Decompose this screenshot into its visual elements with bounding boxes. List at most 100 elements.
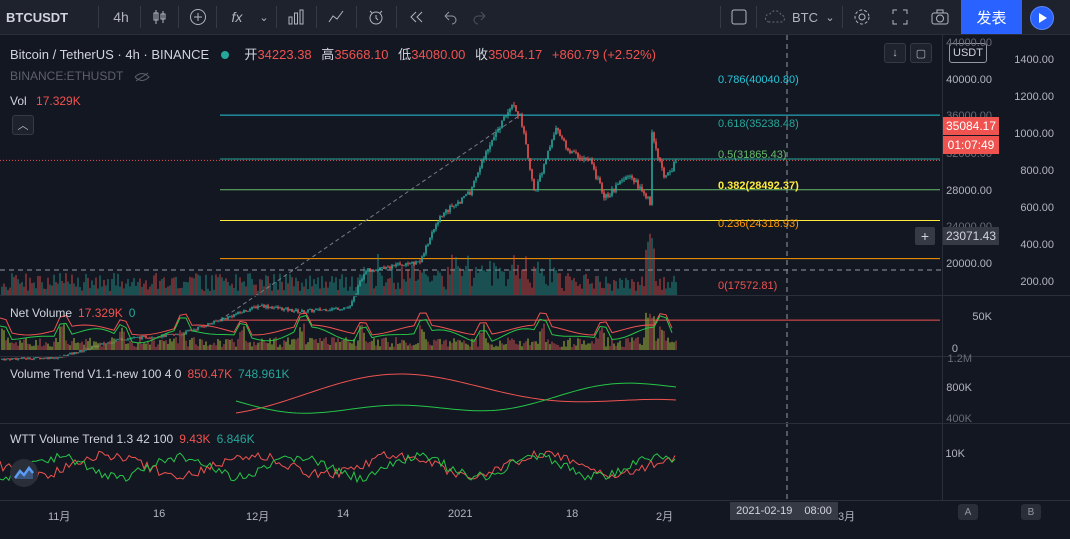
symbol-search-button[interactable]: BTCUSDT [6,9,69,25]
volume-bar [491,285,493,295]
net-volume-bar [241,330,243,350]
volume-bar [485,271,487,295]
auto-scale-button[interactable]: A [958,504,978,520]
maximize-pane-button[interactable]: ▢ [910,43,932,63]
settings-b-button[interactable]: B [1021,504,1041,520]
net-volume-bar [207,345,209,350]
volume-bar [289,274,291,295]
volume-bar [521,269,523,295]
volume-bar [613,279,615,295]
volume-bar [23,286,25,295]
net-volume-bar [101,346,103,350]
cloud-icon[interactable] [762,0,788,34]
candle [5,358,7,361]
volume-bar [523,269,525,295]
candle [263,304,265,308]
net-volume-bar [605,346,607,350]
scroll-down-button[interactable]: ↓ [884,43,906,63]
price-tick: 44000.00 [946,37,992,49]
candle [493,133,495,141]
toolbar-divider [276,6,277,28]
add-compare-icon[interactable] [184,0,212,34]
volume-tick: 600.00 [1020,202,1054,214]
interval-button[interactable]: 4h [113,9,129,25]
publish-button[interactable]: 发表 [961,0,1022,34]
volume-bar [355,287,357,295]
chevron-down-icon[interactable]: ⌄ [259,11,269,24]
net-volume-bar [427,341,429,350]
candle [569,148,571,155]
price-axis[interactable] [942,35,1070,500]
candle [27,356,29,360]
net-volume-bar [351,343,353,350]
candle [333,307,335,311]
eye-hidden-icon[interactable] [134,69,151,83]
candle [185,329,187,335]
net-volume-bar [431,345,433,350]
candle [313,309,315,314]
candle [299,312,301,314]
camera-icon[interactable] [926,0,954,34]
net-volume-title: Net Volume [10,306,73,320]
net-volume-bar [199,338,201,350]
candle [489,142,491,153]
replay-icon[interactable] [402,0,430,34]
net-volume-bar [91,345,93,350]
volume-bar [583,275,585,295]
net-volume-bar [463,340,465,350]
net-volume-bar [623,346,625,350]
pane-divider[interactable] [0,356,1070,357]
volume-bar [463,270,465,295]
volume-bar [167,286,169,295]
net-volume-bar [379,346,381,350]
net-volume-bar [175,337,177,350]
redo-icon[interactable] [466,0,494,34]
fullscreen-icon[interactable] [886,0,914,34]
time-axis[interactable] [0,500,1070,539]
net-volume-tick: 0 [951,343,958,355]
net-volume-bar [239,332,241,350]
chevron-down-icon[interactable]: ⌄ [825,11,835,24]
financials-icon[interactable] [282,0,310,34]
volume-bar [319,288,321,295]
collapse-legend-button[interactable]: ︿ [12,115,34,135]
play-icon[interactable] [1030,6,1054,30]
net-volume-bar [567,339,569,350]
chart-canvas[interactable] [0,35,942,500]
add-alert-plus-icon[interactable]: + [915,227,935,245]
net-volume-bar [487,342,489,350]
pane-divider[interactable] [0,295,1070,296]
undo-icon[interactable] [436,0,464,34]
tradingview-logo-icon[interactable] [10,459,38,487]
volume-bar [341,274,343,295]
trend-line [219,114,521,321]
volume-bar [417,279,419,295]
candle [175,333,177,336]
net-volume-bar [441,344,443,350]
net-volume-bar [85,338,87,350]
pane-divider[interactable] [0,423,1070,424]
currency-badge[interactable]: USDT [949,43,987,63]
gear-icon[interactable] [848,0,876,34]
candle [131,337,133,340]
net-volume-bar [529,345,531,350]
candle [153,337,155,339]
compare-label[interactable]: BTC [792,9,818,25]
net-volume-legend: Net Volume 17.329K 0 [10,306,135,320]
net-volume-bar [553,343,555,350]
layout-square-icon[interactable] [726,0,752,34]
candle [655,138,657,151]
indicators-fx-icon[interactable]: fx [231,9,243,25]
candle-style-icon[interactable] [146,0,174,34]
net-volume-bar [235,346,237,350]
net-volume-bar [391,343,393,350]
net-volume-bar [111,337,113,350]
volume-bar [473,277,475,295]
templates-icon[interactable] [322,0,350,34]
net-volume-bar [479,332,481,350]
volume-bar [445,289,447,295]
alert-clock-icon[interactable] [362,0,390,34]
volume-bar [17,279,19,295]
volume-bar [125,283,127,295]
candle [345,307,347,309]
